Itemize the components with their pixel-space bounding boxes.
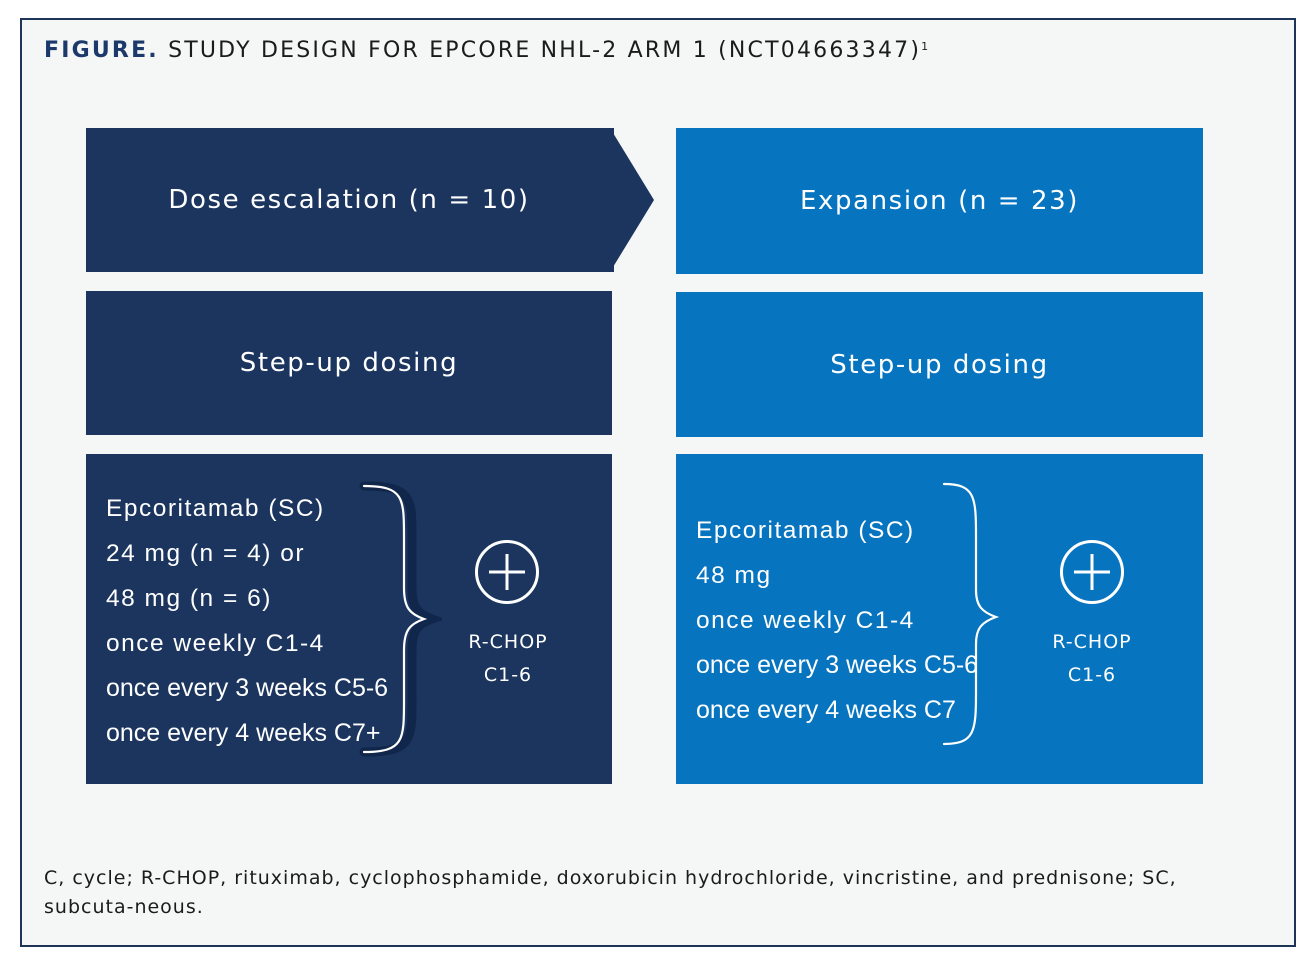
figure-title-text: STUDY DESIGN FOR EPCORE NHL-2 ARM 1 (NCT… [168, 38, 922, 63]
right-brace-icon [942, 482, 1000, 746]
left-rchop-cycles: C1-6 [483, 664, 533, 686]
left-regimen-line: Epcoritamab (SC) [106, 495, 325, 522]
dose-escalation-header: Dose escalation (n = 10) [86, 128, 612, 272]
right-rchop-cycles: C1-6 [1067, 664, 1117, 686]
right-step-up-box: Step-up dosing [676, 292, 1203, 437]
right-regimen-line: once every 3 weeks C5-6 [696, 651, 979, 679]
right-regimen-line: Epcoritamab (SC) [696, 517, 915, 544]
right-regimen-line: once weekly C1-4 [696, 607, 915, 634]
left-regimen-line: 24 mg (n = 4) or [106, 540, 305, 567]
right-regimen-line: 48 mg [696, 562, 772, 589]
left-regimen-box [86, 454, 612, 784]
left-regimen-line: once every 3 weeks C5-6 [106, 674, 389, 702]
left-regimen-line: once every 4 weeks C7+ [106, 719, 381, 747]
right-rchop-name: R-CHOP [1052, 631, 1132, 653]
right-regimen-list: Epcoritamab (SC) 48 mg once weekly C1-4 … [696, 508, 978, 733]
expansion-label: Expansion (n = 23) [799, 186, 1080, 216]
right-rchop-label: R-CHOP C1-6 [1022, 626, 1162, 692]
dose-escalation-label: Dose escalation (n = 10) [168, 185, 530, 215]
left-step-up-label: Step-up dosing [239, 348, 459, 378]
left-regimen-line: 48 mg (n = 6) [106, 585, 272, 612]
left-regimen-line: once weekly C1-4 [106, 630, 325, 657]
left-step-up-box: Step-up dosing [86, 291, 612, 435]
figure-label: FIGURE. [44, 38, 159, 63]
expansion-header: Expansion (n = 23) [676, 128, 1203, 274]
left-rchop-label: R-CHOP C1-6 [438, 626, 578, 692]
right-plus-icon [1060, 540, 1124, 604]
footnote: C, cycle; R-CHOP, rituximab, cyclophosph… [44, 867, 1177, 918]
arrow-right-icon [610, 128, 654, 272]
left-rchop-name: R-CHOP [468, 631, 548, 653]
figure-superscript: 1 [921, 40, 931, 53]
left-regimen-list: Epcoritamab (SC) 24 mg (n = 4) or 48 mg … [106, 486, 388, 756]
right-regimen-line: once every 4 weeks C7 [696, 696, 956, 724]
left-brace-icon [359, 481, 442, 757]
figure-title: FIGURE. STUDY DESIGN FOR EPCORE NHL-2 AR… [44, 38, 930, 63]
right-step-up-label: Step-up dosing [830, 349, 1049, 380]
right-regimen-box [676, 454, 1203, 784]
left-plus-icon [475, 540, 539, 604]
